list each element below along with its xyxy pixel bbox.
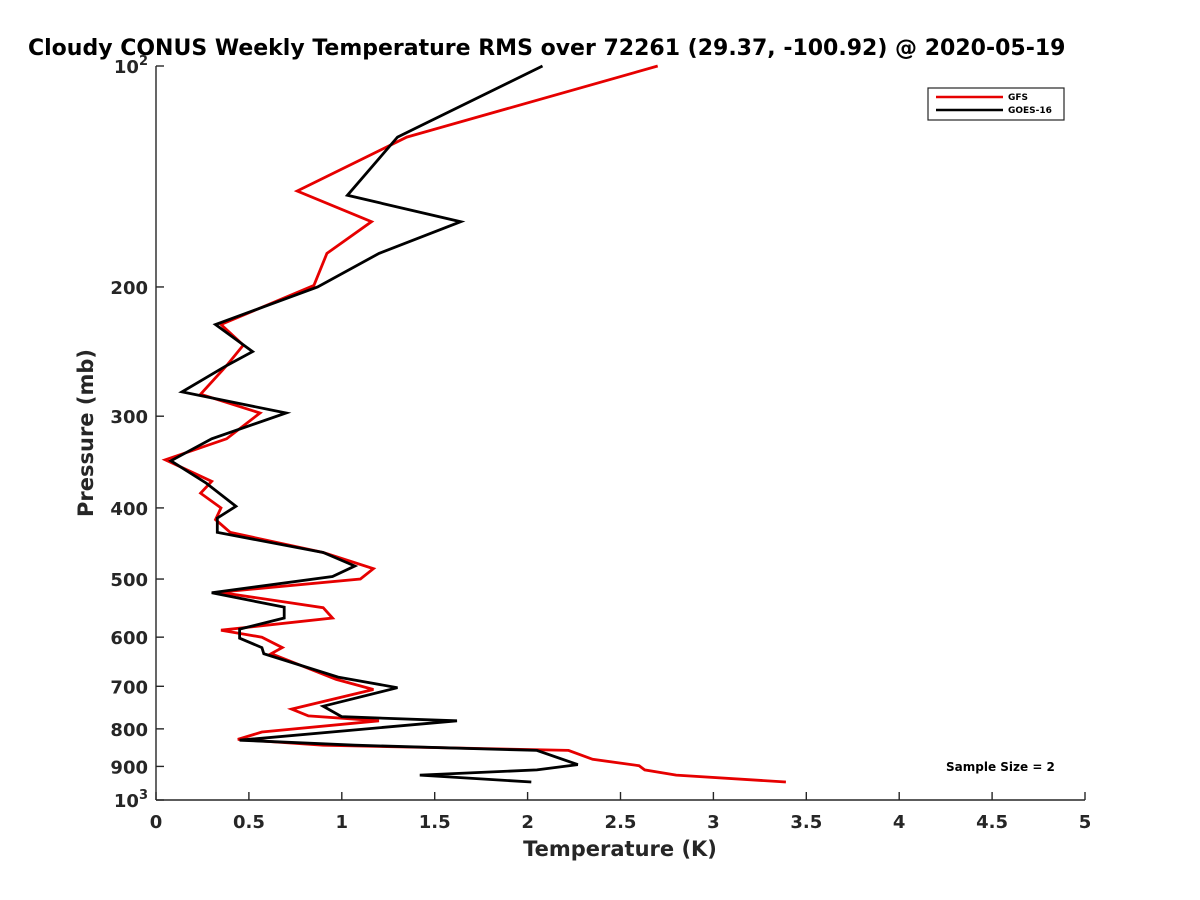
y-tick-label: 700 bbox=[110, 677, 148, 698]
x-tick-label: 5 bbox=[1079, 812, 1092, 833]
x-tick-label: 1.5 bbox=[419, 812, 451, 833]
x-tick-label: 2.5 bbox=[605, 812, 637, 833]
series-line-1 bbox=[168, 64, 579, 784]
x-tick-label: 3 bbox=[707, 812, 720, 833]
ticks: 0 0.5 1 1.5 2 2.5 3 3.5 4 4.5 5 102 200 300 400 500 600 7… bbox=[110, 54, 1091, 833]
x-tick-label: 3.5 bbox=[790, 812, 822, 833]
x-tick-label: 0.5 bbox=[233, 812, 265, 833]
axes bbox=[155, 66, 1085, 801]
y-tick-label: 300 bbox=[110, 407, 148, 428]
x-tick-label: 0 bbox=[150, 812, 163, 833]
y-tick-label: 400 bbox=[110, 499, 148, 520]
x-tick-label: 4.5 bbox=[976, 812, 1008, 833]
x-tick-label: 1 bbox=[336, 812, 349, 833]
legend-label-1: GOES-16 bbox=[1008, 106, 1052, 116]
legend-label-0: GFS bbox=[1008, 93, 1028, 103]
y-tick-label: 800 bbox=[110, 720, 148, 741]
legend-box bbox=[927, 87, 1065, 121]
chart-title: Cloudy CONUS Weekly Temperature RMS over… bbox=[28, 36, 1065, 61]
legend: GFS GOES-16 bbox=[927, 87, 1065, 121]
sample-size-annotation: Sample Size = 2 bbox=[946, 760, 1055, 774]
y-tick-label: 600 bbox=[110, 628, 148, 649]
series-group bbox=[161, 64, 786, 784]
y-tick-label: 102 bbox=[114, 54, 148, 78]
y-tick-label: 103 bbox=[114, 788, 148, 812]
y-tick-label: 900 bbox=[110, 757, 148, 778]
x-axis-label: Temperature (K) bbox=[523, 837, 717, 861]
x-tick-label: 4 bbox=[893, 812, 906, 833]
x-tick-label: 2 bbox=[521, 812, 534, 833]
y-axis-label: Pressure (mb) bbox=[74, 349, 98, 517]
y-tick-label: 200 bbox=[110, 278, 148, 299]
y-tick-label: 500 bbox=[110, 570, 148, 591]
